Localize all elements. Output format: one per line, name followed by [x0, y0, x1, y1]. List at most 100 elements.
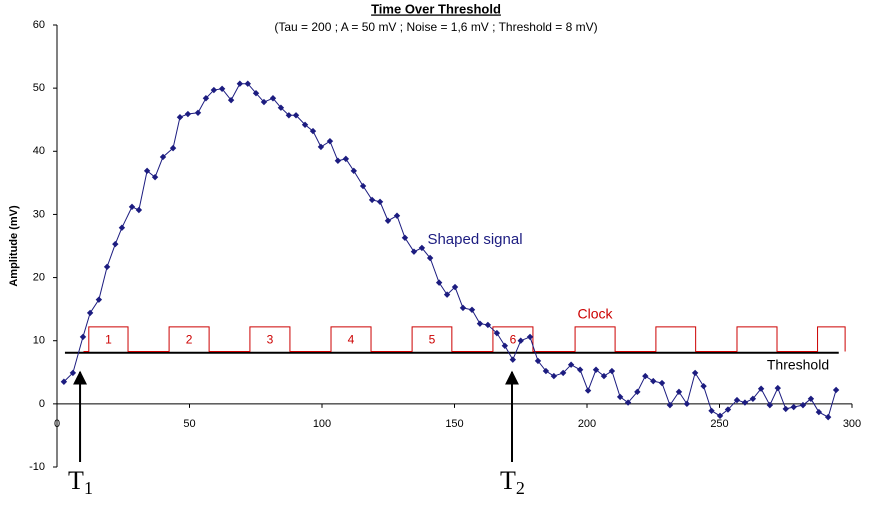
clock-pulse-label: 4 [348, 332, 355, 346]
y-tick-label: -10 [29, 461, 45, 473]
y-tick-label: 0 [39, 398, 45, 410]
signal-point [708, 407, 715, 415]
signal-point [128, 203, 136, 211]
series-label: Shaped signal [427, 231, 522, 248]
threshold-label: Threshold [767, 357, 829, 373]
marker-letter: T [68, 466, 84, 495]
signal-point [592, 366, 600, 373]
clock-line [83, 326, 846, 352]
signal-point [285, 112, 293, 119]
signal-point [309, 127, 317, 135]
signal-point [236, 80, 244, 87]
signal-point [292, 112, 300, 119]
signal-point [666, 401, 674, 409]
clock-pulse-label: 5 [429, 332, 436, 346]
signal-point [526, 333, 534, 341]
signal-point [368, 196, 376, 204]
x-tick-label: 250 [710, 418, 728, 430]
signal-point [683, 400, 691, 408]
signal-point [634, 388, 641, 396]
signal-point [418, 244, 426, 252]
signal-point [484, 321, 492, 329]
signal-point [184, 110, 192, 118]
signal-point [766, 401, 774, 409]
signal-point [317, 143, 325, 151]
signal-point [135, 206, 143, 214]
signal-point [401, 234, 409, 241]
signal-point [435, 279, 443, 286]
signal-point [468, 306, 476, 313]
signal-point [260, 98, 268, 106]
signal-point [642, 372, 649, 380]
x-tick-label: 150 [445, 418, 463, 430]
signal-point [700, 382, 707, 390]
signal-point [501, 342, 509, 349]
signal-point [658, 379, 666, 387]
y-tick-label: 20 [33, 271, 45, 283]
signal-point [832, 386, 840, 394]
signal-point [517, 337, 524, 344]
y-tick-label: 40 [33, 145, 45, 157]
signal-point [815, 408, 823, 416]
signal-point [608, 367, 616, 375]
signal-point [244, 80, 251, 87]
signal-point [393, 212, 401, 219]
signal-point [509, 356, 516, 363]
signal-point [675, 388, 683, 396]
signal-point [301, 121, 309, 128]
signal-line [63, 83, 837, 418]
signal-point [733, 396, 741, 404]
signal-point [724, 406, 732, 413]
signal-point [749, 395, 757, 403]
signal-point [326, 137, 334, 145]
signal-point [218, 85, 226, 92]
signal-point [567, 361, 575, 368]
signal-point [443, 291, 451, 298]
signal-point [584, 387, 592, 394]
signal-point [143, 167, 151, 175]
signal-point [118, 224, 126, 231]
signal-point [350, 167, 357, 175]
signal-point [79, 333, 87, 341]
signal-point [169, 144, 177, 152]
signal-point [277, 104, 285, 111]
signal-point [202, 95, 210, 102]
signal-point [624, 399, 632, 406]
signal-point [807, 395, 815, 403]
signal-point [426, 254, 434, 262]
signal-point [210, 86, 218, 94]
signal-point [550, 372, 558, 380]
signal-point [384, 217, 392, 224]
signal-point [799, 401, 807, 409]
x-tick-label: 0 [54, 418, 60, 430]
y-tick-label: 10 [33, 335, 45, 347]
y-tick-label: 60 [33, 19, 45, 31]
signal-point [493, 329, 501, 337]
y-tick-label: 50 [33, 82, 45, 94]
signal-point [252, 89, 260, 97]
marker-subscript: 2 [516, 478, 525, 498]
signal-point [451, 283, 459, 291]
signal-point [741, 399, 749, 406]
x-tick-label: 100 [313, 418, 331, 430]
marker-letter: T [500, 466, 516, 495]
signal-point [576, 366, 584, 373]
signal-point [410, 248, 418, 255]
clock-label: Clock [577, 306, 613, 322]
signal-point [194, 109, 202, 116]
signal-point [757, 385, 765, 392]
signal-point [151, 173, 159, 181]
signal-point [534, 357, 542, 365]
signal-point [782, 405, 789, 413]
y-tick-label: 30 [33, 208, 45, 220]
signal-point [60, 378, 68, 385]
signal-point [542, 367, 550, 375]
chart-title: Time Over Threshold [371, 1, 501, 16]
marker-subscript: 1 [84, 478, 93, 498]
signal-point [86, 309, 94, 317]
x-tick-label: 50 [183, 418, 195, 430]
clock-pulse-label: 6 [510, 332, 517, 346]
signal-point [716, 412, 724, 420]
marker-label: T2 [500, 466, 525, 498]
signal-point [600, 372, 608, 380]
